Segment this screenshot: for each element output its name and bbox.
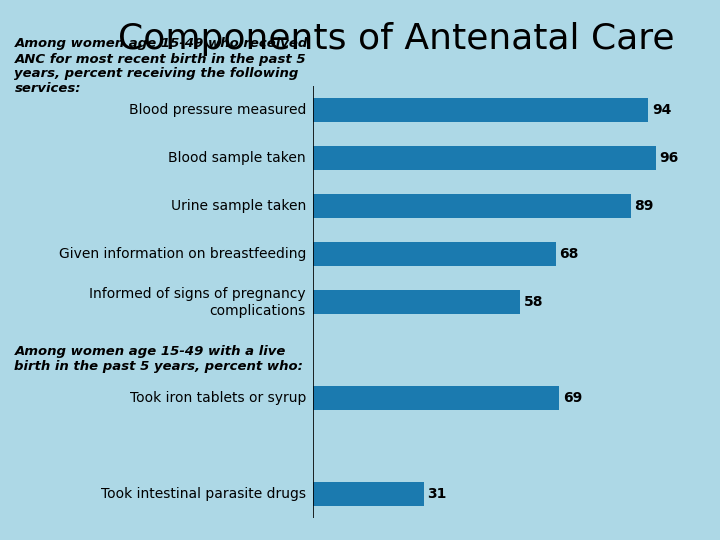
Bar xyxy=(313,194,631,218)
Text: Components of Antenatal Care: Components of Antenatal Care xyxy=(118,22,674,56)
Text: Took iron tablets or syrup: Took iron tablets or syrup xyxy=(130,392,306,406)
Text: Took intestinal parasite drugs: Took intestinal parasite drugs xyxy=(101,488,306,502)
Text: Among women age 15-49 who received
ANC for most recent birth in the past 5
years: Among women age 15-49 who received ANC f… xyxy=(14,37,307,96)
Text: Urine sample taken: Urine sample taken xyxy=(171,199,306,213)
Bar xyxy=(313,482,424,507)
Text: 96: 96 xyxy=(660,151,678,165)
Text: 94: 94 xyxy=(652,103,672,117)
Text: Informed of signs of pregnancy
complications: Informed of signs of pregnancy complicat… xyxy=(89,287,306,318)
Text: 58: 58 xyxy=(523,295,543,309)
Text: Given information on breastfeeding: Given information on breastfeeding xyxy=(58,247,306,261)
Text: 31: 31 xyxy=(428,488,446,502)
Bar xyxy=(313,291,520,314)
Text: 68: 68 xyxy=(559,247,579,261)
Bar xyxy=(313,98,649,123)
Bar xyxy=(313,146,656,171)
Text: Among women age 15-49 with a live
birth in the past 5 years, percent who:: Among women age 15-49 with a live birth … xyxy=(14,345,303,373)
Text: Blood pressure measured: Blood pressure measured xyxy=(129,103,306,117)
Text: 69: 69 xyxy=(563,392,582,406)
Bar xyxy=(313,242,556,266)
Text: 89: 89 xyxy=(634,199,654,213)
Text: Blood sample taken: Blood sample taken xyxy=(168,151,306,165)
Bar xyxy=(313,387,559,410)
